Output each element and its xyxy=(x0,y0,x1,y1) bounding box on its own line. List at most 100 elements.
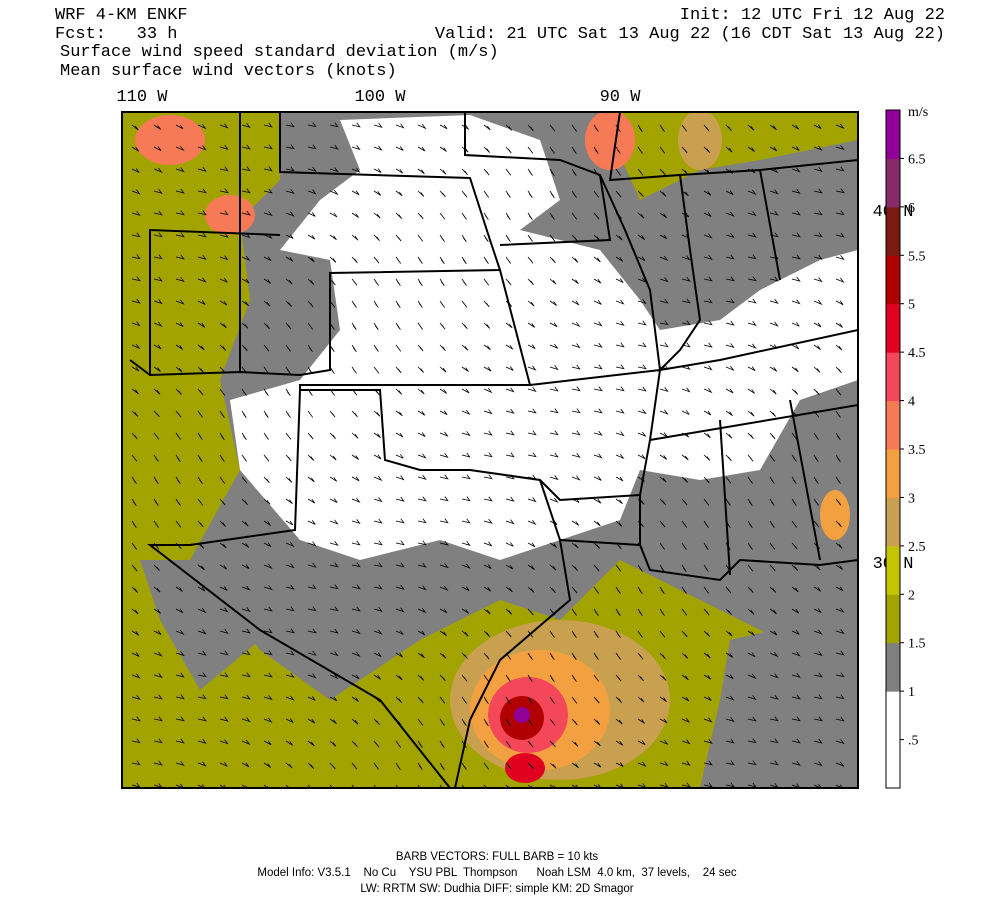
wind-barb xyxy=(395,630,404,635)
wind-barb xyxy=(615,718,623,725)
wind-barb xyxy=(703,146,710,153)
wind-barb xyxy=(175,145,185,152)
wind-barb xyxy=(263,122,273,128)
wind-barb xyxy=(725,630,733,637)
wind-barb xyxy=(351,718,359,725)
wind-barb xyxy=(527,519,537,526)
lon-label: 110 W xyxy=(116,88,168,107)
wind-barb xyxy=(219,564,228,570)
wind-barb xyxy=(769,321,779,327)
wind-barb xyxy=(153,520,159,528)
wind-barb xyxy=(417,388,425,395)
wind-barb xyxy=(153,232,163,238)
colorbar-band xyxy=(886,497,900,547)
wind-barb xyxy=(439,740,445,748)
wind-barb xyxy=(153,388,161,395)
wind-barb xyxy=(549,452,559,458)
wind-barb xyxy=(747,211,757,217)
model-info: Model Info: V3.5.1 No Cu YSU PBL Thompso… xyxy=(257,867,736,879)
wind-barb xyxy=(175,124,184,130)
wind-barb xyxy=(153,608,161,614)
wind-barb xyxy=(241,233,251,239)
wind-barb xyxy=(175,608,184,614)
field-orange xyxy=(135,115,205,165)
wind-barb xyxy=(725,738,735,744)
wind-barb xyxy=(153,694,163,700)
wind-barb xyxy=(835,145,845,151)
wind-barb xyxy=(329,212,338,218)
wind-barb xyxy=(131,388,139,395)
wind-barb xyxy=(571,168,577,176)
colorbar-band xyxy=(886,352,900,402)
border xyxy=(599,112,858,372)
wind-barb xyxy=(505,630,512,638)
wind-barb xyxy=(769,608,777,615)
wind-barb xyxy=(703,365,713,371)
wind-barb xyxy=(153,760,163,766)
wind-barb xyxy=(329,454,337,461)
wind-barb xyxy=(571,630,577,638)
wind-barb xyxy=(813,520,820,528)
wind-barb xyxy=(175,586,183,592)
wind-barb xyxy=(307,562,317,568)
wind-barb xyxy=(703,254,713,260)
wind-barb xyxy=(483,541,493,547)
wind-barb xyxy=(241,166,251,172)
wind-barb xyxy=(593,564,600,572)
wind-barb xyxy=(505,430,515,436)
wind-barb xyxy=(725,276,735,282)
wind-barb xyxy=(527,322,536,328)
wind-barb xyxy=(395,344,402,352)
wind-barb xyxy=(637,364,647,370)
wind-barb xyxy=(197,124,207,130)
wind-barb xyxy=(241,210,251,216)
wind-barb xyxy=(241,717,251,723)
wind-barb xyxy=(725,432,733,439)
wind-barb xyxy=(747,254,757,260)
wind-barb xyxy=(483,278,490,286)
wind-barb xyxy=(527,386,537,392)
wind-barb xyxy=(175,232,185,238)
wind-barb xyxy=(175,210,185,216)
wind-barb xyxy=(615,408,625,414)
wind-barb xyxy=(571,124,577,132)
wind-barb xyxy=(285,122,295,128)
wind-barb xyxy=(747,695,757,701)
wind-barb xyxy=(725,674,734,679)
wind-barb xyxy=(417,740,423,748)
wind-barb xyxy=(659,739,669,746)
wind-barb xyxy=(373,278,379,286)
wind-barb xyxy=(571,564,578,571)
wind-barb xyxy=(813,322,822,328)
wind-barb xyxy=(395,674,403,681)
colorbar-band xyxy=(886,642,900,692)
wind-barb xyxy=(637,124,643,132)
wind-barb xyxy=(263,300,271,307)
wind-barb xyxy=(615,342,625,348)
wind-barb xyxy=(527,586,535,593)
wind-barb xyxy=(131,410,139,417)
wind-barb xyxy=(527,190,533,198)
wind-barb xyxy=(329,540,339,546)
wind-barb xyxy=(351,651,361,657)
wind-barb xyxy=(131,694,141,700)
wind-barb xyxy=(813,694,823,700)
field-title: Surface wind speed standard deviation (m… xyxy=(60,43,499,62)
wind-barb xyxy=(769,476,775,484)
wind-barb xyxy=(131,498,137,506)
wind-barb xyxy=(483,168,490,176)
wind-barb xyxy=(329,696,338,702)
wind-barb xyxy=(439,146,447,152)
wind-barb xyxy=(241,520,249,527)
wind-barb xyxy=(549,212,555,220)
wind-barb xyxy=(615,542,622,550)
wind-barb xyxy=(769,738,779,744)
wind-barb xyxy=(219,476,226,484)
wind-barb xyxy=(307,212,316,217)
wind-barb xyxy=(131,673,141,679)
wind-barb xyxy=(439,212,446,220)
wind-barb xyxy=(747,520,753,528)
wind-barb xyxy=(791,738,801,744)
wind-barb xyxy=(439,410,448,416)
wind-barb xyxy=(307,322,314,330)
